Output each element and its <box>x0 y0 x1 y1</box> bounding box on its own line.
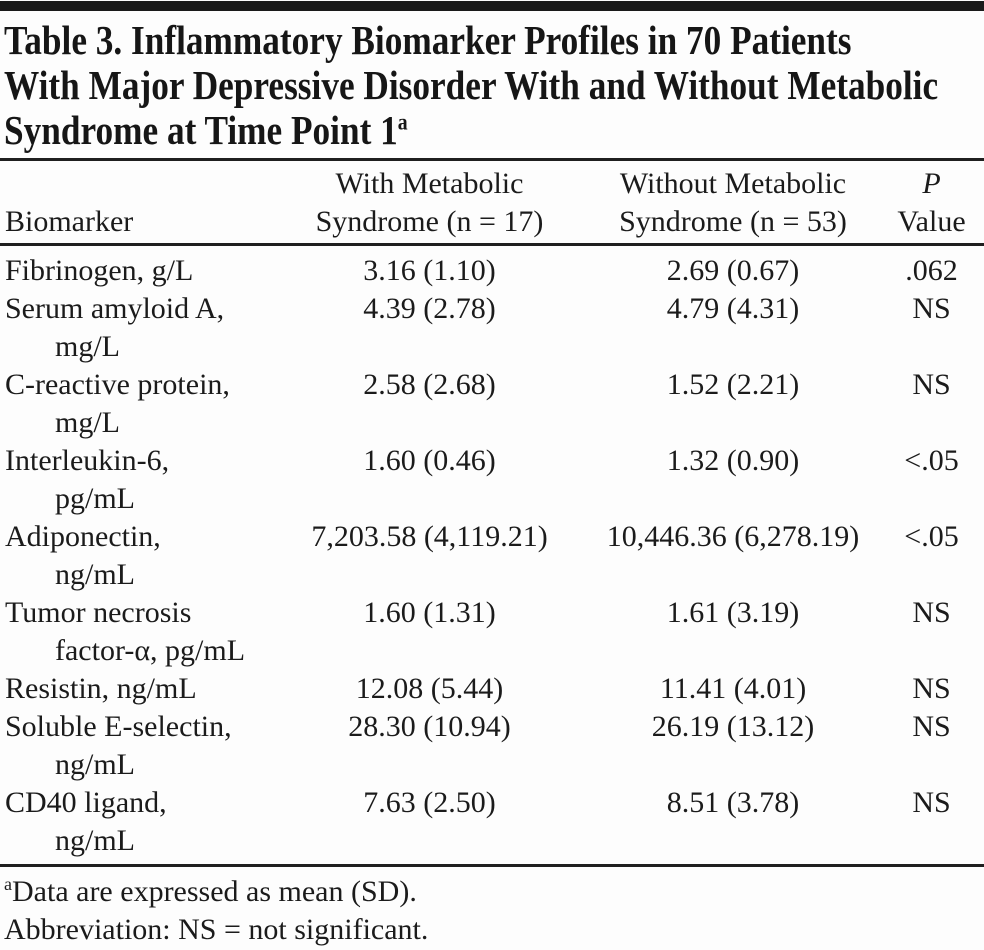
biomarker-cell: Serum amyloid A, mg/L <box>0 290 272 366</box>
biomarker-name: Resistin, ng/mL <box>5 672 197 705</box>
without-ms-value-cell: 1.32 (0.90) <box>666 444 800 477</box>
biomarker-name: Interleukin-6, <box>5 444 170 477</box>
with-ms-value-cell: 1.60 (0.46) <box>363 444 496 477</box>
header-without-ms-line-2: Syndrome (n = 53) <box>619 205 847 238</box>
biomarker-cell: Soluble E-selectin, ng/mL <box>0 708 272 784</box>
biomarker-cell: Tumor necrosis factor-α, pg/mL <box>0 594 272 670</box>
with-ms-value-cell: 7.63 (2.50) <box>363 786 496 819</box>
without-ms-value-cell: 1.61 (3.19) <box>666 596 800 629</box>
p-value-cell: NS <box>912 710 951 743</box>
title-footnote-marker: a <box>397 109 408 135</box>
without-ms-value-cell: 10,446.36 (6,278.19) <box>606 520 860 553</box>
p-value-cell: NS <box>912 292 951 325</box>
title-line-3-text: Syndrome at Time Point 1 <box>4 107 398 153</box>
with-ms-value-cell: 7,203.58 (4,119.21) <box>311 520 548 553</box>
biomarker-unit: ng/mL <box>55 824 135 857</box>
header-with-metabolic-syndrome: With Metabolic Syndrome (n = 17) <box>272 161 587 246</box>
biomarker-name: Fibrinogen, g/L <box>5 254 194 287</box>
biomarker-unit: factor-α, pg/mL <box>55 634 246 667</box>
table-row: CD40 ligand, ng/mL 7.63 (2.50) 8.51 (3.7… <box>0 784 984 864</box>
header-p-symbol: P <box>922 167 941 200</box>
table-footnotes: aData are expressed as mean (SD). Abbrev… <box>0 867 984 949</box>
footnote-data-expressed: aData are expressed as mean (SD). <box>4 873 984 911</box>
without-ms-value-cell: 4.79 (4.31) <box>666 292 800 325</box>
footnote-marker: a <box>4 874 12 894</box>
biomarker-unit: pg/mL <box>55 482 135 515</box>
p-value-cell: NS <box>912 368 951 401</box>
table-row: Tumor necrosis factor-α, pg/mL 1.60 (1.3… <box>0 594 984 670</box>
title-line-1: Table 3. Inflammatory Biomarker Profiles… <box>4 17 852 63</box>
biomarker-name: CD40 ligand, <box>5 786 167 819</box>
with-ms-value-cell: 4.39 (2.78) <box>363 292 496 325</box>
header-p-value: P Value <box>879 161 984 246</box>
table-row: Adiponectin, ng/mL 7,203.58 (4,119.21) 1… <box>0 518 984 594</box>
biomarker-unit: mg/L <box>55 406 120 439</box>
biomarker-cell: CD40 ligand, ng/mL <box>0 784 272 864</box>
with-ms-value-cell: 2.58 (2.68) <box>363 368 496 401</box>
biomarker-name: Adiponectin, <box>5 520 161 553</box>
rule-above-footnotes <box>0 864 984 867</box>
rule-under-title <box>0 158 984 161</box>
biomarker-cell: Fibrinogen, g/L <box>0 245 272 291</box>
table-row: C-reactive protein, mg/L 2.58 (2.68) 1.5… <box>0 366 984 442</box>
header-with-ms-line-2: Syndrome (n = 17) <box>315 205 544 238</box>
table-row: Fibrinogen, g/L 3.16 (1.10) 2.69 (0.67) … <box>0 245 984 291</box>
p-value-cell: NS <box>912 672 951 705</box>
table-title: Table 3. Inflammatory Biomarker Profiles… <box>0 11 984 158</box>
biomarker-table: Biomarker With Metabolic Syndrome (n = 1… <box>0 161 984 864</box>
p-value-cell: NS <box>912 786 951 819</box>
table-header-row: Biomarker With Metabolic Syndrome (n = 1… <box>0 161 984 246</box>
biomarker-cell: Interleukin-6, pg/mL <box>0 442 272 518</box>
title-line-3: Syndrome at Time Point 1a <box>4 108 847 153</box>
biomarker-cell: Adiponectin, ng/mL <box>0 518 272 594</box>
p-value-cell: NS <box>912 596 951 629</box>
without-ms-value-cell: 11.41 (4.01) <box>659 672 807 705</box>
with-ms-value-cell: 1.60 (1.31) <box>363 596 496 629</box>
p-value-cell: .062 <box>905 254 958 287</box>
with-ms-value-cell: 3.16 (1.10) <box>363 254 496 287</box>
biomarker-cell: C-reactive protein, mg/L <box>0 366 272 442</box>
without-ms-value-cell: 26.19 (13.12) <box>651 710 815 743</box>
biomarker-name: Serum amyloid A, <box>5 292 225 325</box>
p-value-cell: <.05 <box>904 520 959 553</box>
footnote-data-expressed-text: Data are expressed as mean (SD). <box>12 875 417 908</box>
biomarker-unit: mg/L <box>55 330 120 363</box>
header-p-value-word: Value <box>897 205 966 238</box>
without-ms-value-cell: 8.51 (3.78) <box>666 786 800 819</box>
table-row: Soluble E-selectin, ng/mL 28.30 (10.94) … <box>0 708 984 784</box>
biomarker-name: Soluble E-selectin, <box>5 710 232 743</box>
biomarker-cell: Resistin, ng/mL <box>0 670 272 708</box>
with-ms-value-cell: 12.08 (5.44) <box>355 672 504 705</box>
table-row: Serum amyloid A, mg/L 4.39 (2.78) 4.79 (… <box>0 290 984 366</box>
title-line-2: With Major Depressive Disorder With and … <box>4 62 939 108</box>
header-without-metabolic-syndrome: Without Metabolic Syndrome (n = 53) <box>587 161 879 246</box>
biomarker-unit: ng/mL <box>55 558 135 591</box>
biomarker-unit: ng/mL <box>55 748 135 781</box>
table-row: Resistin, ng/mL 12.08 (5.44) 11.41 (4.01… <box>0 670 984 708</box>
without-ms-value-cell: 1.52 (2.21) <box>666 368 800 401</box>
header-with-ms-line-1: With Metabolic <box>335 167 524 200</box>
footnote-abbreviation: Abbreviation: NS = not significant. <box>4 913 429 946</box>
table-row: Interleukin-6, pg/mL 1.60 (0.46) 1.32 (0… <box>0 442 984 518</box>
top-rule-bar <box>0 1 984 11</box>
biomarker-name: Tumor necrosis <box>5 596 192 629</box>
header-without-ms-line-1: Without Metabolic <box>619 167 847 200</box>
header-biomarker: Biomarker <box>0 161 272 246</box>
without-ms-value-cell: 2.69 (0.67) <box>666 254 800 287</box>
with-ms-value-cell: 28.30 (10.94) <box>348 710 511 743</box>
p-value-cell: <.05 <box>904 444 959 477</box>
biomarker-name: C-reactive protein, <box>5 368 230 401</box>
